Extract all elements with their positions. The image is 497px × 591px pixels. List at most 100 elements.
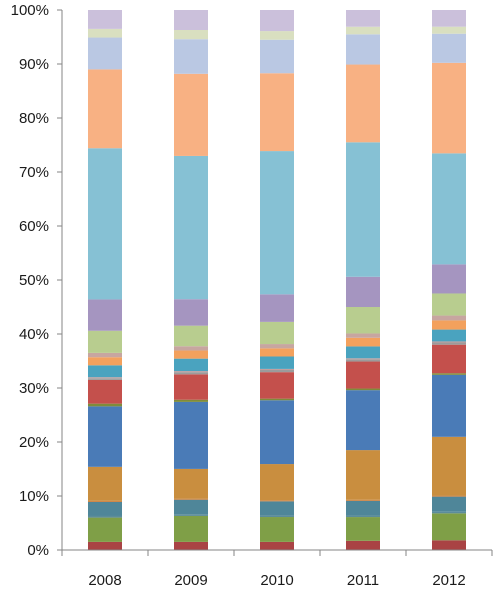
- bar-2008: [88, 10, 122, 550]
- bar-segment: [346, 26, 380, 35]
- bars: [88, 10, 466, 550]
- bar-segment: [88, 377, 122, 379]
- bar-segment: [432, 329, 466, 342]
- bar-segment: [260, 368, 294, 370]
- bar-segment: [88, 403, 122, 407]
- y-tick-label: 100%: [11, 2, 49, 19]
- x-tick-label: 2010: [260, 572, 293, 589]
- y-tick-label: 0%: [27, 542, 49, 559]
- x-tick-label: 2012: [432, 572, 465, 589]
- bar-segment: [88, 541, 122, 550]
- bar-segment: [174, 30, 208, 40]
- y-tick-label: 70%: [19, 164, 49, 181]
- bar-segment: [260, 501, 294, 516]
- bar-segment: [174, 374, 208, 400]
- bar-segment: [88, 299, 122, 331]
- bar-segment: [88, 517, 122, 542]
- bar-segment: [88, 28, 122, 38]
- bar-segment: [346, 390, 380, 451]
- y-tick-label: 10%: [19, 488, 49, 505]
- bar-segment: [346, 450, 380, 500]
- bar-segment: [260, 39, 294, 74]
- bar-segment: [174, 346, 208, 351]
- bar-segment: [260, 356, 294, 369]
- bar-segment: [432, 26, 466, 34]
- bar-segment: [432, 374, 466, 437]
- y-tick-label: 20%: [19, 434, 49, 451]
- bar-segment: [346, 34, 380, 65]
- bar-segment: [346, 337, 380, 347]
- bar-segment: [88, 365, 122, 378]
- y-tick-label: 30%: [19, 380, 49, 397]
- bar-segment: [432, 264, 466, 294]
- bar-segment: [346, 307, 380, 334]
- bar-segment: [88, 501, 122, 516]
- bar-segment: [88, 466, 122, 501]
- bar-segment: [432, 513, 466, 541]
- bar-segment: [88, 500, 122, 502]
- bar-segment: [346, 142, 380, 277]
- bar-segment: [432, 373, 466, 375]
- bar-segment: [174, 498, 208, 500]
- bar-segment: [346, 359, 380, 362]
- bar-segment: [260, 517, 294, 542]
- bar-segment: [432, 540, 466, 550]
- bar-segment: [174, 372, 208, 375]
- bar-segment: [260, 372, 294, 399]
- bar-segment: [174, 468, 208, 499]
- bar-segment: [260, 348, 294, 357]
- y-tick-label: 60%: [19, 218, 49, 235]
- bar-segment: [346, 358, 380, 360]
- bar-segment: [260, 151, 294, 295]
- bar-segment: [260, 370, 294, 373]
- bar-2010: [260, 10, 294, 550]
- bar-segment: [346, 515, 380, 518]
- bar-segment: [88, 10, 122, 29]
- bar-segment: [88, 37, 122, 70]
- bar-segment: [432, 341, 466, 343]
- bar-segment: [346, 388, 380, 391]
- bar-segment: [346, 10, 380, 27]
- bar-segment: [88, 406, 122, 467]
- bar-segment: [88, 515, 122, 518]
- bar-segment: [174, 371, 208, 373]
- bar-segment: [174, 515, 208, 542]
- bar-segment: [88, 352, 122, 358]
- y-tick-label: 80%: [19, 110, 49, 127]
- bar-segment: [174, 299, 208, 326]
- bar-segment: [260, 398, 294, 401]
- bar-segment: [88, 330, 122, 353]
- bar-segment: [432, 342, 466, 345]
- bar-segment: [346, 276, 380, 307]
- bar-segment: [260, 541, 294, 550]
- bar-segment: [346, 64, 380, 143]
- bar-segment: [174, 39, 208, 74]
- bar-segment: [260, 294, 294, 322]
- bar-segment: [260, 500, 294, 502]
- bar-segment: [260, 400, 294, 465]
- bar-segment: [432, 153, 466, 265]
- y-tick-label: 50%: [19, 272, 49, 289]
- bar-segment: [174, 358, 208, 372]
- bar-segment: [432, 436, 466, 496]
- bar-segment: [260, 464, 294, 501]
- bar-segment: [432, 495, 466, 497]
- bar-segment: [88, 379, 122, 404]
- bar-segment: [346, 540, 380, 550]
- bar-segment: [88, 357, 122, 366]
- bar-segment: [346, 517, 380, 541]
- bar-segment: [260, 10, 294, 32]
- bar-segment: [88, 148, 122, 300]
- bar-segment: [174, 401, 208, 469]
- bar-segment: [432, 33, 466, 63]
- x-axis: 2008 2009 2010 2011 2012: [61, 549, 493, 589]
- bar-segment: [174, 325, 208, 347]
- bar-segment: [260, 31, 294, 40]
- bar-segment: [432, 344, 466, 374]
- bar-segment: [174, 514, 208, 516]
- bar-segment: [174, 541, 208, 550]
- bar-segment: [432, 315, 466, 321]
- bar-2012: [432, 10, 466, 550]
- bar-segment: [174, 155, 208, 300]
